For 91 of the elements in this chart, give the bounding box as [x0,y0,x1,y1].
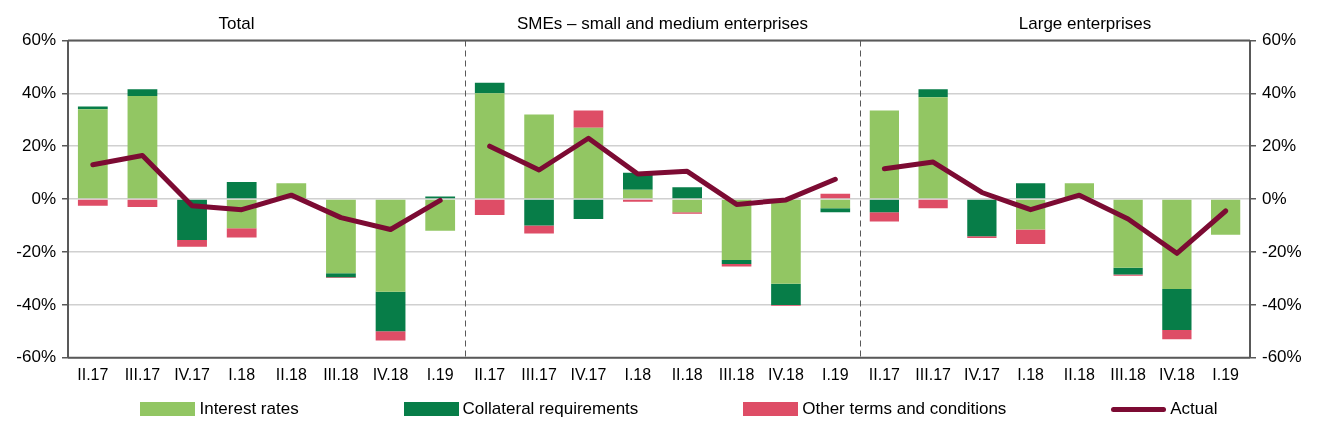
x-tick-label: IV.17 [963,365,1000,383]
y-tick-label: -60% [16,347,56,367]
bar [820,208,851,213]
x-tick-label: II.17 [868,365,901,383]
bar [375,291,406,332]
y-tick-label: 40% [21,82,56,102]
bar [672,199,702,213]
chart-title: Total [218,13,255,33]
bar [177,199,207,241]
legend-label: Collateral requirements [462,399,639,419]
bar [326,199,356,274]
x-tick-label: II.17 [77,365,109,383]
y2-tick-label: 20% [1262,135,1297,155]
bar [524,199,554,226]
bar [425,199,456,231]
bar [623,189,653,199]
bar [869,199,899,213]
bar [127,199,158,208]
bar [375,199,406,292]
x-tick-label: III.18 [718,365,755,383]
bar [967,199,997,237]
bar [127,89,158,96]
x-tick-label: III.18 [323,365,359,383]
y2-tick-label: -60% [1262,347,1302,367]
bar [474,93,505,199]
y2-tick-label: -20% [1262,241,1302,261]
bar [226,228,257,238]
x-tick-label: II.17 [474,365,506,383]
bar [1016,229,1046,245]
y2-tick-label: 40% [1262,82,1297,102]
bar [721,259,752,264]
x-tick-label: III.18 [1110,365,1147,383]
x-tick-label: I.19 [821,365,849,383]
x-tick-label: III.17 [521,365,557,383]
x-tick-label: IV.17 [174,365,211,383]
bar [918,199,948,209]
x-tick-label: I.18 [624,365,652,383]
bar [1113,199,1143,268]
bar [721,199,752,260]
bar [573,110,604,128]
x-tick-label: I.18 [228,365,256,383]
bar [869,110,899,199]
bar [869,212,899,222]
bar [721,263,752,267]
bar [1162,330,1192,340]
y-tick-label: 60% [21,30,56,50]
x-tick-label: I.19 [426,365,454,383]
x-tick-label: IV.18 [1158,365,1195,383]
bar [1162,199,1192,290]
bar [226,181,257,199]
x-tick-label: III.17 [915,365,952,383]
bar [771,283,801,305]
bar [918,89,948,98]
y-tick-label: -20% [16,241,56,261]
bar [573,199,604,219]
bar [127,95,158,199]
y2-tick-label: 0% [1262,188,1287,208]
bar [77,199,108,206]
legend-label: Actual [1170,399,1218,419]
x-tick-label: IV.17 [570,365,607,383]
legend-label: Interest rates [199,399,299,419]
x-tick-label: I.19 [1212,365,1240,383]
bar [524,114,554,199]
x-tick-label: IV.18 [767,365,804,383]
bar [820,199,851,209]
bar [1016,183,1046,199]
x-tick-label: IV.18 [372,365,409,383]
bar [1162,289,1192,331]
y2-tick-label: -40% [1262,294,1302,314]
x-tick-label: II.18 [671,365,703,383]
bar [1113,267,1143,275]
bar [918,97,948,199]
bar [177,240,207,247]
y-tick-label: 20% [21,135,56,155]
y-tick-label: -40% [16,294,56,314]
bar [326,273,356,278]
bar [474,199,505,215]
bar [672,187,702,199]
chart-title: SMEs – small and medium enterprises [516,13,809,33]
x-tick-label: II.18 [275,365,307,383]
legend-label: Other terms and conditions [802,399,1007,419]
chart-title: Large enterprises [1018,13,1152,33]
bar [77,109,108,199]
bar [771,199,801,284]
bar [375,331,406,341]
x-tick-label: III.17 [124,365,161,383]
bar [474,82,505,94]
x-tick-label: I.18 [1017,365,1045,383]
x-tick-label: II.18 [1063,365,1096,383]
y-tick-label: 0% [31,188,56,208]
y2-tick-label: 60% [1262,30,1297,50]
